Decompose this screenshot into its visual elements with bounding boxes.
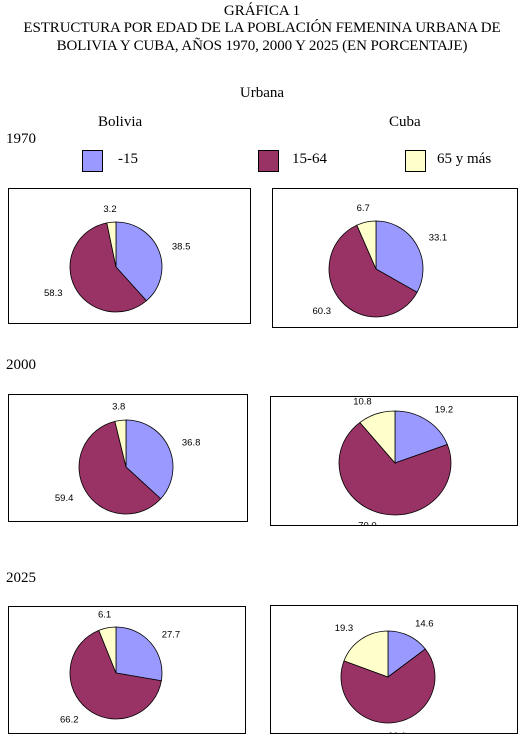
data-label-15-64: 59.4 bbox=[55, 493, 74, 504]
data-label-65-plus: 6.1 bbox=[98, 609, 111, 620]
pie-slice-65-plus bbox=[356, 220, 377, 270]
pie-chart: 36.8 59.4 3.8 bbox=[55, 401, 201, 515]
data-label-65-plus: 3.8 bbox=[112, 401, 125, 412]
legend-label: 65 y más bbox=[437, 151, 492, 167]
data-label-15-64: 66.2 bbox=[60, 715, 79, 726]
pie-slice-under-15 bbox=[375, 220, 424, 293]
legend-label: 15-64 bbox=[292, 151, 327, 167]
pie-chart: 27.7 66.2 6.1 bbox=[60, 609, 181, 726]
pie-panel-bolivia-1970: 38.5 58.3 3.2 bbox=[8, 188, 251, 324]
chart-subtitle: Urbana bbox=[239, 85, 285, 101]
pie-slice-under-15 bbox=[115, 626, 163, 682]
pie-panel-bolivia-2000: 36.8 59.4 3.8 bbox=[8, 394, 248, 522]
legend-label: -15 bbox=[118, 151, 138, 167]
pie-chart: 14.6 66.1 19.3 bbox=[335, 618, 436, 733]
data-label-15-64: 60.3 bbox=[313, 306, 332, 317]
pie-slice-65-plus bbox=[106, 221, 117, 268]
pie-slice-15-64 bbox=[78, 420, 162, 515]
data-label-under-15: 38.5 bbox=[172, 241, 191, 252]
data-label-65-plus: 10.8 bbox=[353, 397, 372, 408]
pie-slice-65-plus bbox=[343, 630, 389, 678]
year-label-1970: 1970 bbox=[6, 131, 36, 147]
data-label-under-15: 36.8 bbox=[182, 437, 201, 448]
pie-slice-15-64 bbox=[328, 224, 418, 318]
data-label-under-15: 19.2 bbox=[435, 405, 454, 416]
data-label-15-64: 70.0 bbox=[358, 521, 377, 525]
pie-panel-cuba-1970: 33.1 60.3 6.7 bbox=[272, 188, 518, 328]
year-label-2000: 2000 bbox=[6, 357, 36, 373]
pie-slice-15-64 bbox=[338, 421, 452, 516]
pie-slice-15-64 bbox=[69, 222, 147, 313]
chart-title-line-3: BOLIVIA Y CUBA, AÑOS 1970, 2000 Y 2025 (… bbox=[56, 38, 468, 54]
pie-chart: 33.1 60.3 6.7 bbox=[313, 203, 448, 318]
data-label-under-15: 14.6 bbox=[415, 618, 434, 629]
pie-chart: 19.2 70.0 10.8 bbox=[338, 397, 454, 525]
pie-slice-under-15 bbox=[115, 221, 163, 302]
data-label-65-plus: 19.3 bbox=[335, 623, 354, 634]
pie-slice-65-plus bbox=[98, 626, 117, 674]
pie-slice-under-15 bbox=[394, 410, 448, 464]
pie-panel-cuba-2025: 14.6 66.1 19.3 bbox=[270, 605, 518, 734]
pie-panel-cuba-2000: 19.2 70.0 10.8 bbox=[270, 396, 518, 526]
pie-slice-65-plus bbox=[359, 410, 396, 465]
pie-panel-bolivia-2025: 27.7 66.2 6.1 bbox=[8, 606, 246, 734]
data-label-65-plus: 3.2 bbox=[103, 204, 116, 215]
pie-chart: 38.5 58.3 3.2 bbox=[44, 204, 191, 313]
data-label-under-15: 27.7 bbox=[162, 629, 181, 640]
data-label-15-64: 58.3 bbox=[44, 288, 63, 299]
legend-swatch bbox=[82, 150, 103, 172]
pie-slice-under-15 bbox=[125, 419, 174, 500]
data-label-65-plus: 6.7 bbox=[357, 203, 370, 214]
pie-slice-15-64 bbox=[69, 629, 162, 720]
pie-slice-65-plus bbox=[114, 419, 127, 468]
pie-slice-15-64 bbox=[340, 648, 436, 724]
data-label-15-64: 66.1 bbox=[388, 731, 407, 733]
legend-swatch bbox=[258, 150, 279, 172]
legend-swatch bbox=[405, 150, 426, 172]
data-label-under-15: 33.1 bbox=[429, 232, 448, 243]
chart-title-line-1: GRÁFICA 1 bbox=[223, 3, 301, 19]
chart-title-line-2: ESTRUCTURA POR EDAD DE LA POBLACIÓN FEME… bbox=[23, 20, 501, 36]
column-label-cuba: Cuba bbox=[389, 114, 421, 130]
column-label-bolivia: Bolivia bbox=[98, 114, 143, 130]
year-label-2025: 2025 bbox=[6, 570, 36, 586]
